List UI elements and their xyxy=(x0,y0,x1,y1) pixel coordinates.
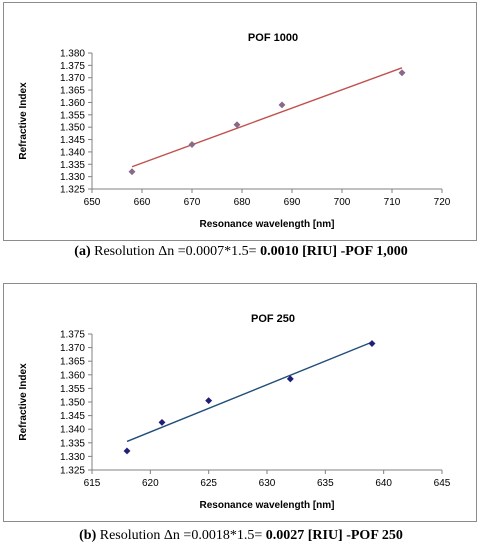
x-tick-label: 660 xyxy=(134,197,151,208)
x-tick-label: 620 xyxy=(142,478,159,489)
x-tick-label: 650 xyxy=(84,197,101,208)
data-point xyxy=(123,447,131,455)
y-axis-label: Refractive Index xyxy=(18,82,29,160)
caption-a-text: Resolution Δn =0.0007*1.5= xyxy=(90,244,261,259)
y-tick-label: 1.330 xyxy=(60,172,85,183)
y-tick-label: 1.355 xyxy=(60,384,85,395)
chart-b: POF 250 1.325 1.330 1.335 1.340 1.345 1.350 1.3… xyxy=(18,313,451,511)
y-tick-label: 1.375 xyxy=(60,61,85,72)
y-tick-label: 1.345 xyxy=(60,411,85,422)
data-point xyxy=(188,140,196,149)
y-tick-label: 1.335 xyxy=(60,438,85,449)
y-axis-label: Refractive Index xyxy=(18,363,29,441)
x-tick-label: 645 xyxy=(434,478,451,489)
x-tick-label: 615 xyxy=(84,478,101,489)
data-point xyxy=(233,121,241,129)
data-point xyxy=(286,375,294,383)
data-point xyxy=(398,69,406,77)
data-point xyxy=(278,101,286,109)
y-tick-label: 1.330 xyxy=(60,452,85,463)
y-tick-label: 1.370 xyxy=(60,73,85,84)
caption-b-label: (b) xyxy=(79,528,97,543)
caption-a-label: (a) xyxy=(74,244,91,259)
x-tick-label: 670 xyxy=(184,197,201,208)
caption-b-bold: 0.0027 [RIU] -POF 250 xyxy=(265,528,403,543)
x-tick-label: 640 xyxy=(375,478,392,489)
y-tick-label: 1.365 xyxy=(60,86,85,97)
x-tick-label: 680 xyxy=(234,197,251,208)
chart-a-frame: POF 1000 1.325 1.330 1.335 1.340 1.345 1.350 1.… xyxy=(3,2,477,241)
y-tick-label: 1.340 xyxy=(60,425,85,436)
x-tick-label: 720 xyxy=(434,197,451,208)
y-tick-label: 1.360 xyxy=(60,370,85,381)
x-tick-label: 625 xyxy=(200,478,217,489)
x-tick-label: 700 xyxy=(334,197,351,208)
y-tick-label: 1.365 xyxy=(60,357,85,368)
x-axis-label: Resonance wavelength [nm] xyxy=(199,500,334,511)
data-point xyxy=(368,339,376,348)
y-tick-label: 1.360 xyxy=(60,98,85,109)
x-tick-label: 635 xyxy=(317,478,334,489)
x-tick-label: 690 xyxy=(284,197,301,208)
y-tick-label: 1.340 xyxy=(60,147,85,158)
caption-b-text: Resolution Δn =0.0018*1.5= xyxy=(96,528,266,543)
y-tick-label: 1.355 xyxy=(60,110,85,121)
chart-title: POF 250 xyxy=(251,313,295,325)
caption-a-bold: 0.0010 [RIU] -POF 1,000 xyxy=(260,244,408,259)
y-tick-label: 1.325 xyxy=(60,466,85,477)
y-tick-label: 1.350 xyxy=(60,123,85,134)
data-point xyxy=(205,397,213,405)
chart-b-frame: POF 250 1.325 1.330 1.335 1.340 1.345 1.350 1.3… xyxy=(3,283,477,522)
x-tick-label: 630 xyxy=(259,478,276,489)
x-axis-label: Resonance wavelength [nm] xyxy=(199,219,334,230)
y-tick-label: 1.335 xyxy=(60,160,85,171)
trendline xyxy=(131,67,403,168)
trendline xyxy=(126,341,373,443)
y-tick-label: 1.375 xyxy=(60,330,85,341)
caption-a: (a) Resolution Δn =0.0007*1.5= 0.0010 [R… xyxy=(0,244,482,260)
y-tick-label: 1.345 xyxy=(60,135,85,146)
caption-b: (b) Resolution Δn =0.0018*1.5= 0.0027 [R… xyxy=(0,528,482,544)
data-point xyxy=(128,168,136,176)
y-tick-label: 1.370 xyxy=(60,343,85,354)
chart-title: POF 1000 xyxy=(248,32,298,44)
y-tick-label: 1.325 xyxy=(60,185,85,196)
y-tick-label: 1.350 xyxy=(60,398,85,409)
x-tick-label: 710 xyxy=(384,197,401,208)
data-point xyxy=(158,418,166,426)
y-tick-label: 1.380 xyxy=(60,49,85,60)
